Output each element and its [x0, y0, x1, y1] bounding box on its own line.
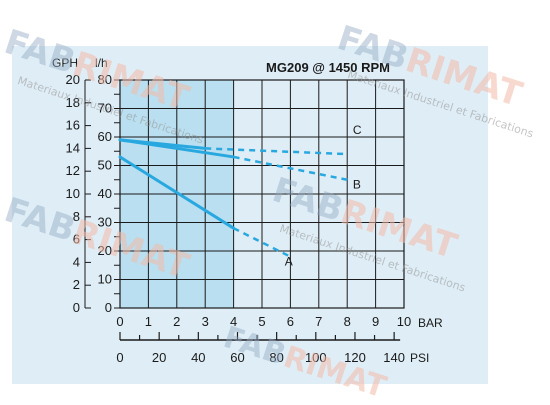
y-lh-tick-label: 40: [98, 186, 112, 201]
x-bar-tick-label: 7: [315, 314, 322, 329]
x-bar-tick-label: 9: [372, 314, 379, 329]
y-gph-tick-label: 2: [73, 277, 80, 292]
x-bar-tick-label: 5: [258, 314, 265, 329]
x-bar-tick-label: 4: [230, 314, 237, 329]
x-psi-tick-label: 80: [269, 350, 283, 365]
x-bar-tick-label: 8: [344, 314, 351, 329]
x-bottom-unit-label: PSI: [410, 351, 429, 365]
x-top-unit-label: BAR: [418, 316, 443, 330]
x-bar-tick-label: 2: [173, 314, 180, 329]
series-lines: A B C: [118, 123, 362, 268]
y-lh-tick-label: 10: [98, 272, 112, 287]
x-bar-tick-label: 10: [397, 314, 411, 329]
x-bar-tick-label: 0: [116, 314, 123, 329]
y-gph-tick-label: 20: [66, 72, 80, 87]
y-gph-tick-label: 16: [66, 118, 80, 133]
y-gph-tick-label: 18: [66, 95, 80, 110]
y-gph-tick-label: 4: [73, 254, 80, 269]
y-lh-tick-label: 50: [98, 158, 112, 173]
x-bar-tick-label: 3: [202, 314, 209, 329]
y-lh-tick-label: 0: [105, 300, 112, 315]
y-lh-tick-label: 80: [98, 72, 112, 87]
chart-panel: [12, 46, 488, 384]
y-gph-tick-label: 6: [73, 232, 80, 247]
y-left-axis-label: GPH: [52, 56, 78, 70]
y-lh-tick-label: 20: [98, 243, 112, 258]
x-psi-tick-label: 0: [116, 350, 123, 365]
y-lh-tick-label: 70: [98, 101, 112, 116]
x-bar-tick-label: 1: [145, 314, 152, 329]
x-bar-tick-label: 6: [287, 314, 294, 329]
x-psi-tick-label: 120: [344, 350, 366, 365]
y-lh-tick-label: 30: [98, 215, 112, 230]
y-gph-tick-label: 14: [66, 140, 80, 155]
chart-title: MG209 @ 1450 RPM: [266, 60, 390, 75]
y-gph-tick-label: 12: [66, 163, 80, 178]
series-label-c: C: [353, 123, 362, 137]
plot-border: [119, 79, 405, 309]
series-b-dashed: [233, 155, 348, 181]
y-right-axis-label: l/h: [95, 56, 108, 70]
series-a-solid: [118, 155, 236, 230]
series-c-dashed: [205, 147, 348, 156]
y-gph-tick-label: 10: [66, 186, 80, 201]
x-psi-tick-label: 40: [191, 350, 205, 365]
y-gph-tick-label: 0: [73, 300, 80, 315]
series-c-solid: [118, 138, 207, 150]
series-label-a: A: [285, 254, 293, 268]
x-psi-tick-label: 140: [383, 350, 405, 365]
series-label-b: B: [353, 177, 361, 191]
y-gph-tick-label: 8: [73, 209, 80, 224]
x-psi-tick-label: 60: [230, 350, 244, 365]
x-psi-tick-label: 20: [152, 350, 166, 365]
x-psi-tick-label: 100: [305, 350, 327, 365]
y-lh-tick-label: 60: [98, 129, 112, 144]
axis-labels: 0 1 2 3 4 5 6 7 8 9 100102030405060708002468101214…: [66, 72, 412, 365]
plot-frame: [84, 79, 405, 341]
